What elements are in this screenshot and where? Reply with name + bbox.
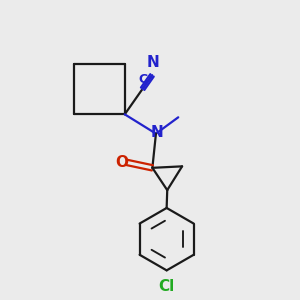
Text: N: N [151,125,164,140]
Text: C: C [138,74,147,86]
Text: O: O [116,155,129,170]
Text: Cl: Cl [158,279,175,294]
Text: N: N [146,55,159,70]
